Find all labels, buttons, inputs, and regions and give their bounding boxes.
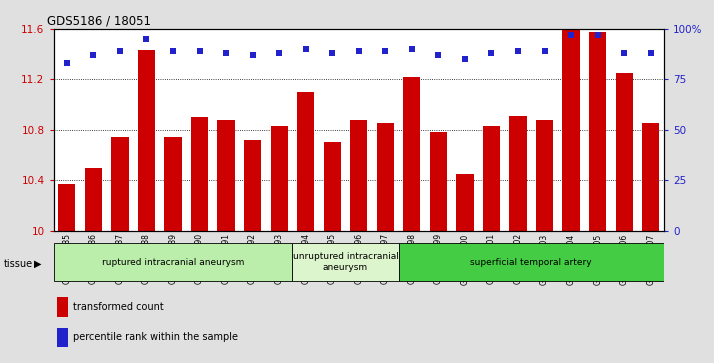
Bar [293, 244, 398, 281]
Bar [536, 120, 553, 231]
Text: superficial temporal artery: superficial temporal artery [471, 258, 592, 267]
Bar [509, 116, 527, 231]
Point [221, 50, 232, 56]
Bar [191, 117, 208, 231]
Bar [377, 123, 394, 231]
Bar [271, 126, 288, 231]
Point [618, 50, 630, 56]
Point [406, 46, 418, 52]
Bar [323, 142, 341, 231]
Point [565, 32, 577, 38]
Bar [56, 297, 68, 317]
Point [141, 36, 152, 42]
Point [645, 50, 656, 56]
Bar [56, 328, 68, 347]
Bar [244, 140, 261, 231]
Point [167, 48, 178, 54]
Bar [398, 244, 664, 281]
Point [300, 46, 311, 52]
Bar [54, 244, 293, 281]
Point [353, 48, 365, 54]
Point [459, 56, 471, 62]
Bar [59, 184, 76, 231]
Point [592, 32, 603, 38]
Text: tissue: tissue [4, 259, 33, 269]
Point [513, 48, 524, 54]
Point [486, 50, 497, 56]
Point [433, 52, 444, 58]
Text: transformed count: transformed count [73, 302, 164, 312]
Bar [403, 77, 421, 231]
Bar [430, 132, 447, 231]
Point [88, 52, 99, 58]
Point [193, 48, 205, 54]
Bar [138, 50, 155, 231]
Bar [589, 32, 606, 231]
Bar [164, 137, 181, 231]
Bar [111, 137, 129, 231]
Text: ruptured intracranial aneurysm: ruptured intracranial aneurysm [102, 258, 244, 267]
Text: GDS5186 / 18051: GDS5186 / 18051 [47, 15, 151, 28]
Point [61, 60, 73, 66]
Bar [483, 126, 500, 231]
Bar [297, 92, 314, 231]
Bar [218, 120, 235, 231]
Bar [642, 123, 659, 231]
Point [247, 52, 258, 58]
Bar [456, 174, 473, 231]
Bar [615, 73, 633, 231]
Bar [85, 168, 102, 231]
Point [539, 48, 550, 54]
Bar [563, 30, 580, 231]
Point [114, 48, 126, 54]
Bar [350, 120, 368, 231]
Text: ▶: ▶ [34, 259, 42, 269]
Text: percentile rank within the sample: percentile rank within the sample [73, 332, 238, 342]
Point [326, 50, 338, 56]
Text: unruptured intracranial
aneurysm: unruptured intracranial aneurysm [293, 252, 398, 272]
Point [380, 48, 391, 54]
Point [273, 50, 285, 56]
